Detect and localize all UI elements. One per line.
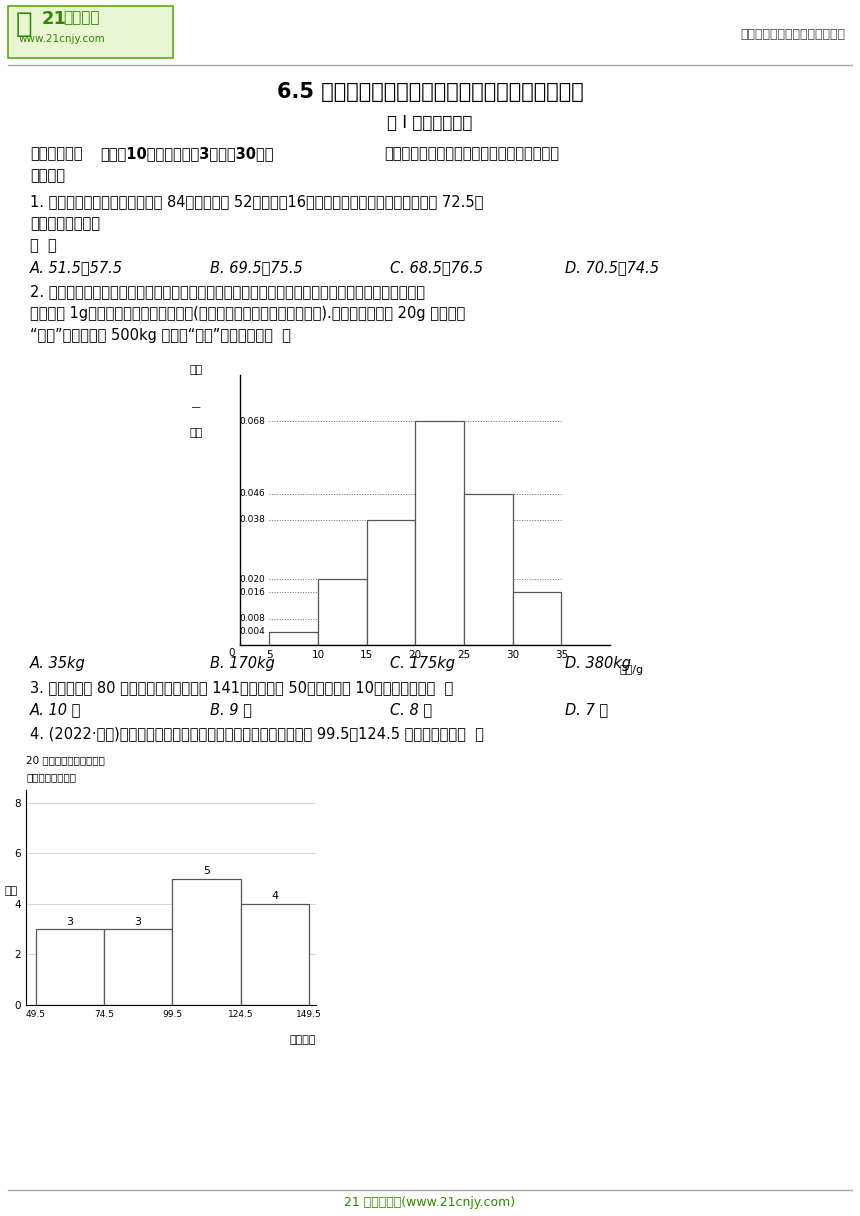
Bar xyxy=(513,592,562,644)
Text: 3. 一个容量为 80 的数据样本，最大值为 141，最小值为 50，取组距为 10，则可以分成（  ）: 3. 一个容量为 80 的数据样本，最大值为 141，最小值为 50，取组距为 … xyxy=(30,680,453,696)
Text: A. 51.5～57.5: A. 51.5～57.5 xyxy=(30,260,123,275)
Text: 2. 如图，上海某有机草莓农场为了解今年草莓的收成情况，随机选择了一个大棚摘取草莓并逐一称重: 2. 如图，上海某有机草莓农场为了解今年草莓的收成情况，随机选择了一个大棚摘取草… xyxy=(30,285,425,299)
Text: 0.038: 0.038 xyxy=(239,516,266,524)
Text: （精确到 1g），绘制出频率分布直方图(每组数据含最低值，不含最高值).如果质量不小于 20g 的草莓为: （精确到 1g），绘制出频率分布直方图(每组数据含最低值，不含最高值).如果质量… xyxy=(30,306,465,321)
Bar xyxy=(241,903,309,1004)
Text: 0.016: 0.016 xyxy=(239,587,266,597)
Text: 在每小题给出的选项中，只有一项是符合题目: 在每小题给出的选项中，只有一项是符合题目 xyxy=(384,146,559,161)
Text: 第 I 卷（选择题）: 第 I 卷（选择题） xyxy=(387,114,473,133)
Bar xyxy=(8,6,173,58)
Text: 3: 3 xyxy=(135,917,142,927)
Text: D. 7 组: D. 7 组 xyxy=(565,702,608,717)
Text: 21 世纪教育网(www.21cnjy.com): 21 世纪教育网(www.21cnjy.com) xyxy=(345,1197,515,1209)
Text: www.21cnjy.com: www.21cnjy.com xyxy=(19,34,106,44)
Text: 本题入10小题，每小邘3分，入30分。: 本题入10小题，每小邘3分，入30分。 xyxy=(100,146,273,161)
Text: D. 70.5～74.5: D. 70.5～74.5 xyxy=(565,260,659,275)
Text: 4: 4 xyxy=(272,891,279,901)
Bar xyxy=(366,520,415,644)
Text: 4. (2022·金华)观察如图所示的频数分布直方图，其中跳绳次数在 99.5～124.5 这组的频数为（  ）: 4. (2022·金华)观察如图所示的频数分布直方图，其中跳绳次数在 99.5～… xyxy=(30,726,484,741)
Text: 要求的。: 要求的。 xyxy=(30,168,65,182)
Bar xyxy=(104,929,172,1004)
Text: B. 9 组: B. 9 组 xyxy=(210,702,252,717)
Text: 0.004: 0.004 xyxy=(240,627,266,636)
Text: 5: 5 xyxy=(203,866,210,876)
Text: “大果”，则可估计 500kg 草莓中“大果”的总质量是（  ）: “大果”，则可估计 500kg 草莓中“大果”的总质量是（ ） xyxy=(30,328,291,343)
Text: 0.068: 0.068 xyxy=(239,417,266,426)
Text: 0.008: 0.008 xyxy=(239,614,266,623)
Text: 质量/g: 质量/g xyxy=(620,665,644,675)
Text: 则这组数据可能是: 则这组数据可能是 xyxy=(30,216,100,231)
Text: 0.046: 0.046 xyxy=(240,489,266,499)
Text: （  ）: （ ） xyxy=(30,238,57,253)
Text: 1. 某一组数据中，已知最大值是 84，最小值是 52，若分成16组，且组距为整数，某组组中值为 72.5，: 1. 某一组数据中，已知最大值是 84，最小值是 52，若分成16组，且组距为整… xyxy=(30,195,483,209)
Text: 频数: 频数 xyxy=(4,886,18,896)
Text: 21: 21 xyxy=(42,10,67,28)
Text: D. 380kg: D. 380kg xyxy=(565,655,631,671)
Bar xyxy=(464,494,513,644)
Text: 一、选择题：: 一、选择题： xyxy=(30,146,83,161)
Text: A. 35kg: A. 35kg xyxy=(30,655,86,671)
Text: B. 170kg: B. 170kg xyxy=(210,655,274,671)
Text: 20 名学生每分钟跳绳次数: 20 名学生每分钟跳绳次数 xyxy=(26,755,105,765)
Text: 频率: 频率 xyxy=(189,365,203,375)
Bar xyxy=(318,579,366,644)
Text: C. 68.5～76.5: C. 68.5～76.5 xyxy=(390,260,483,275)
Text: C. 175kg: C. 175kg xyxy=(390,655,455,671)
Text: 组距: 组距 xyxy=(189,428,203,438)
Text: 6.5 频数直方图浙教版初中数学七年级下册同步练习: 6.5 频数直方图浙教版初中数学七年级下册同步练习 xyxy=(277,81,583,102)
Text: ―: ― xyxy=(192,404,200,412)
Bar xyxy=(415,421,464,644)
Text: 的频数分布直方图: 的频数分布直方图 xyxy=(26,772,76,782)
Text: 世纪教育: 世纪教育 xyxy=(63,10,100,26)
Text: 3: 3 xyxy=(66,917,73,927)
Bar xyxy=(172,878,241,1004)
Text: ⛹: ⛹ xyxy=(16,10,33,38)
Text: 跳绳次数: 跳绳次数 xyxy=(290,1035,316,1046)
Bar xyxy=(269,632,318,644)
Bar xyxy=(35,929,104,1004)
Text: 0: 0 xyxy=(229,648,235,658)
Text: C. 8 组: C. 8 组 xyxy=(390,702,432,717)
Text: A. 10 组: A. 10 组 xyxy=(30,702,82,717)
Text: 中小学教育资源及组卷应用平台: 中小学教育资源及组卷应用平台 xyxy=(740,28,845,41)
Text: 0.020: 0.020 xyxy=(240,575,266,584)
Text: B. 69.5～75.5: B. 69.5～75.5 xyxy=(210,260,303,275)
